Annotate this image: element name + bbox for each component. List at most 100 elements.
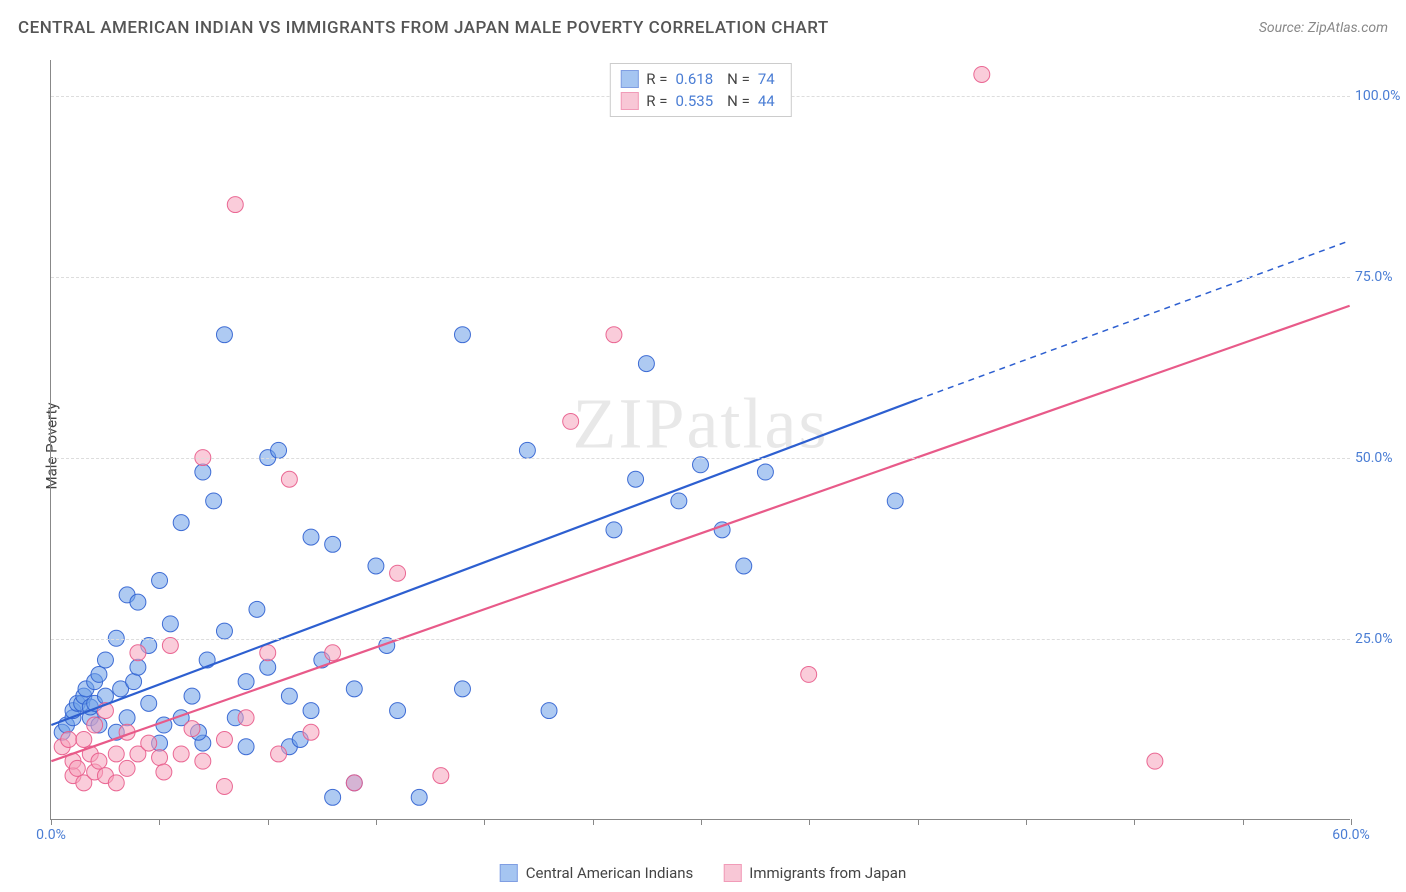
scatter-point xyxy=(390,565,406,581)
r-label: R = xyxy=(646,70,667,88)
x-tick xyxy=(1243,819,1244,825)
scatter-point xyxy=(184,688,200,704)
scatter-point xyxy=(162,616,178,632)
scatter-point xyxy=(141,735,157,751)
scatter-point xyxy=(91,753,107,769)
scatter-point xyxy=(206,493,222,509)
x-tick xyxy=(701,819,702,825)
x-tick xyxy=(51,819,52,825)
scatter-point xyxy=(195,464,211,480)
scatter-point xyxy=(671,493,687,509)
legend-swatch-icon xyxy=(620,70,638,88)
n-value: 44 xyxy=(758,92,775,110)
x-tick xyxy=(1134,819,1135,825)
scatter-point xyxy=(141,695,157,711)
n-value: 74 xyxy=(758,70,775,88)
legend-bottom: Central American Indians Immigrants from… xyxy=(500,864,906,882)
scatter-point xyxy=(390,703,406,719)
scatter-point xyxy=(119,760,135,776)
x-tick xyxy=(268,819,269,825)
legend-item-label: Immigrants from Japan xyxy=(749,864,906,882)
scatter-point xyxy=(260,645,276,661)
gridline xyxy=(51,277,1350,278)
scatter-point xyxy=(271,746,287,762)
n-label: N = xyxy=(727,70,750,88)
r-value: 0.535 xyxy=(675,92,713,110)
scatter-point xyxy=(563,413,579,429)
legend-item: Immigrants from Japan xyxy=(723,864,906,882)
scatter-plot-svg xyxy=(51,60,1350,819)
scatter-point xyxy=(108,775,124,791)
regression-line-extrapolated xyxy=(917,241,1350,400)
x-tick xyxy=(1026,819,1027,825)
scatter-point xyxy=(757,464,773,480)
scatter-point xyxy=(130,645,146,661)
legend-stats-row: R = 0.535 N = 44 xyxy=(620,90,780,112)
gridline xyxy=(51,639,1350,640)
scatter-point xyxy=(130,659,146,675)
scatter-point xyxy=(216,778,232,794)
scatter-point xyxy=(974,66,990,82)
scatter-point xyxy=(454,327,470,343)
x-tick xyxy=(159,819,160,825)
scatter-point xyxy=(281,471,297,487)
scatter-point xyxy=(173,515,189,531)
legend-swatch-icon xyxy=(723,864,741,882)
source-name: ZipAtlas.com xyxy=(1308,20,1388,36)
x-tick xyxy=(593,819,594,825)
scatter-point xyxy=(238,710,254,726)
regression-line xyxy=(51,306,1349,761)
scatter-point xyxy=(76,731,92,747)
scatter-point xyxy=(249,601,265,617)
r-label: R = xyxy=(646,92,667,110)
legend-stats-row: R = 0.618 N = 74 xyxy=(620,68,780,90)
regression-line xyxy=(51,400,917,725)
scatter-point xyxy=(454,681,470,697)
scatter-point xyxy=(173,746,189,762)
x-tick-label: 0.0% xyxy=(36,827,66,843)
legend-swatch-icon xyxy=(500,864,518,882)
scatter-point xyxy=(606,327,622,343)
scatter-point xyxy=(216,623,232,639)
scatter-point xyxy=(184,721,200,737)
x-tick xyxy=(376,819,377,825)
x-tick xyxy=(809,819,810,825)
plot-area: R = 0.618 N = 74 R = 0.535 N = 44 ZIPatl… xyxy=(50,60,1350,820)
scatter-point xyxy=(325,789,341,805)
legend-stats-box: R = 0.618 N = 74 R = 0.535 N = 44 xyxy=(609,63,791,117)
scatter-point xyxy=(195,753,211,769)
scatter-point xyxy=(130,594,146,610)
scatter-point xyxy=(87,717,103,733)
scatter-point xyxy=(281,688,297,704)
scatter-point xyxy=(91,666,107,682)
x-tick-label: 60.0% xyxy=(1332,827,1370,843)
scatter-point xyxy=(152,572,168,588)
scatter-point xyxy=(346,681,362,697)
gridline xyxy=(51,458,1350,459)
scatter-point xyxy=(1147,753,1163,769)
scatter-point xyxy=(303,724,319,740)
scatter-point xyxy=(108,746,124,762)
scatter-point xyxy=(216,731,232,747)
scatter-point xyxy=(97,652,113,668)
scatter-point xyxy=(411,789,427,805)
scatter-point xyxy=(433,768,449,784)
y-tick-label: 100.0% xyxy=(1355,88,1400,104)
scatter-point xyxy=(238,739,254,755)
scatter-point xyxy=(303,529,319,545)
scatter-point xyxy=(325,645,341,661)
scatter-point xyxy=(801,666,817,682)
legend-item: Central American Indians xyxy=(500,864,694,882)
scatter-point xyxy=(638,356,654,372)
x-tick xyxy=(1351,819,1352,825)
scatter-point xyxy=(693,457,709,473)
scatter-point xyxy=(628,471,644,487)
scatter-point xyxy=(368,558,384,574)
scatter-point xyxy=(126,674,142,690)
legend-item-label: Central American Indians xyxy=(526,864,694,882)
scatter-point xyxy=(606,522,622,538)
source-label: Source: xyxy=(1259,20,1308,36)
scatter-point xyxy=(152,750,168,766)
scatter-point xyxy=(346,775,362,791)
scatter-point xyxy=(303,703,319,719)
